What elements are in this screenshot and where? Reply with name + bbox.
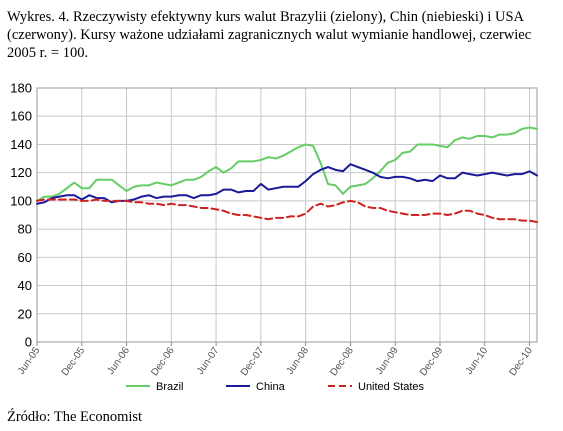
x-tick-label: Dec-05 xyxy=(60,345,88,378)
line-chart: 0 20 40 60 80 100 120 140 160 180 Jun-05 Dec-05 Jun-… xyxy=(10,81,538,393)
x-tick-label: Dec-10 xyxy=(507,345,535,378)
y-tick-label: 180 xyxy=(10,81,32,96)
y-tick-label: 120 xyxy=(10,165,32,180)
chart-container: 0 20 40 60 80 100 120 140 160 180 Jun-05 Dec-05 Jun-… xyxy=(0,72,563,402)
x-tick-label: Jun-07 xyxy=(195,345,222,377)
legend-label: United States xyxy=(358,381,425,393)
y-tick-label: 40 xyxy=(18,278,32,293)
x-tick-label: Jun-05 xyxy=(16,345,43,377)
series-line-brazil xyxy=(36,126,538,202)
series-line-united-states xyxy=(36,198,538,224)
y-tick-label: 60 xyxy=(18,250,32,265)
x-tick-label: Jun-10 xyxy=(464,345,491,377)
y-tick-label: 160 xyxy=(10,109,32,124)
plot-border xyxy=(36,87,538,343)
x-tick-label: Jun-09 xyxy=(374,345,401,377)
y-tick-label: 140 xyxy=(10,137,32,152)
x-tick-label: Jun-06 xyxy=(105,345,132,377)
y-tick-label: 20 xyxy=(18,306,32,321)
legend-label: Brazil xyxy=(156,381,184,393)
x-tick-label: Dec-07 xyxy=(239,345,267,378)
x-tick-label: Jun-08 xyxy=(285,345,312,377)
y-tick-label: 100 xyxy=(10,193,32,208)
legend-label: China xyxy=(256,381,286,393)
y-tick-label: 80 xyxy=(18,222,32,237)
x-tick-label: Dec-09 xyxy=(418,345,446,378)
x-tick-label: Dec-06 xyxy=(149,345,177,378)
y-tick-label: 0 xyxy=(25,335,32,350)
plot-area xyxy=(37,88,537,342)
x-tick-label: Dec-08 xyxy=(328,345,356,378)
chart-caption: Wykres. 4. Rzeczywisty efektywny kurs wa… xyxy=(7,9,532,61)
source-note: Źródło: The Economist xyxy=(7,409,143,425)
